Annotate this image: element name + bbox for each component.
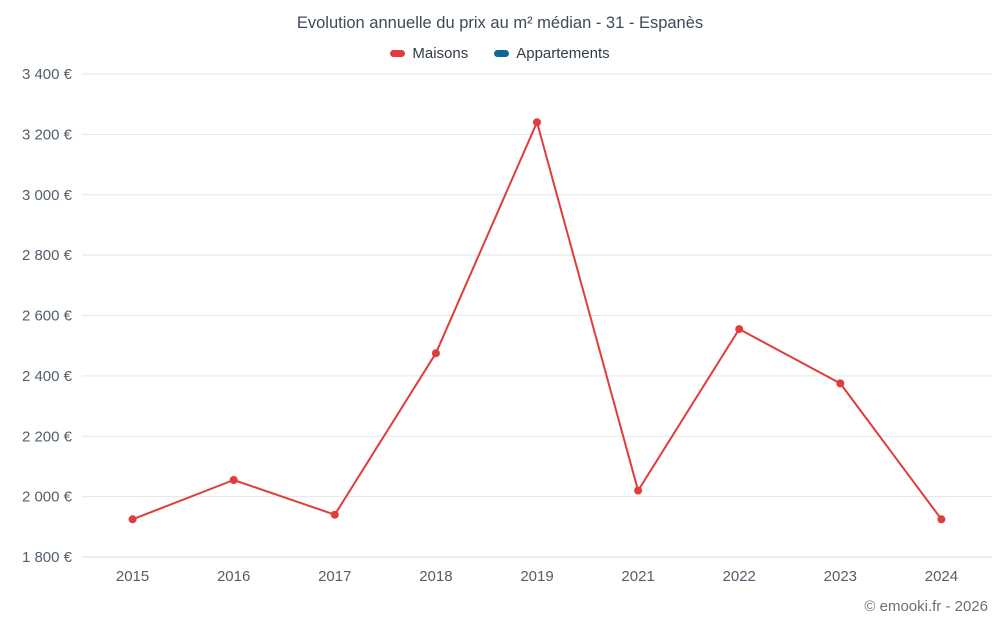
copyright: © emooki.fr - 2026 xyxy=(864,598,988,615)
y-axis-label: 2 000 € xyxy=(22,489,73,506)
legend-label-maisons: Maisons xyxy=(412,45,469,62)
data-point-maisons-2024[interactable] xyxy=(937,515,946,524)
y-axis-label: 2 800 € xyxy=(22,247,73,264)
data-point-maisons-2015[interactable] xyxy=(128,515,137,524)
x-axis-label: 2017 xyxy=(318,568,351,585)
legend-label-appartements: Appartements xyxy=(516,45,610,62)
y-axis-label: 3 000 € xyxy=(22,187,73,204)
data-point-maisons-2019[interactable] xyxy=(533,118,541,127)
data-point-maisons-2017[interactable] xyxy=(330,510,339,519)
x-axis-label: 2021 xyxy=(621,568,654,585)
x-axis-label: 2023 xyxy=(824,568,857,585)
x-axis-label: 2015 xyxy=(116,568,149,585)
x-axis-label: 2019 xyxy=(520,568,553,585)
chart-title: Evolution annuelle du prix au m² médian … xyxy=(296,14,704,32)
maisons-line xyxy=(131,121,943,521)
y-axis-label: 1 800 € xyxy=(22,549,73,566)
maisons-series-swatch-icon xyxy=(390,50,406,57)
data-point-maisons-2023[interactable] xyxy=(836,379,845,388)
y-axis-label: 3 200 € xyxy=(22,126,73,143)
data-point-maisons-2016[interactable] xyxy=(229,476,238,484)
appartements-series-swatch-icon xyxy=(494,50,510,57)
x-axis-label: 2016 xyxy=(217,568,250,585)
x-axis-label: 2018 xyxy=(419,568,452,585)
y-axis-label: 2 600 € xyxy=(22,308,73,325)
data-point-maisons-2018[interactable] xyxy=(431,349,440,358)
y-axis-label: 2 200 € xyxy=(22,428,73,445)
y-axis-label: 2 400 € xyxy=(22,368,73,385)
y-axis-label: 3 400 € xyxy=(22,66,73,83)
legend-item-maisons[interactable]: Maisons xyxy=(390,45,468,62)
data-point-maisons-2022[interactable] xyxy=(735,325,744,334)
data-point-maisons-2021[interactable] xyxy=(634,486,643,495)
x-axis-label: 2022 xyxy=(723,568,756,585)
legend: Maisons Appartements xyxy=(0,45,1000,62)
x-axis-label: 2024 xyxy=(925,568,958,585)
legend-item-appartements[interactable]: Appartements xyxy=(494,45,610,62)
